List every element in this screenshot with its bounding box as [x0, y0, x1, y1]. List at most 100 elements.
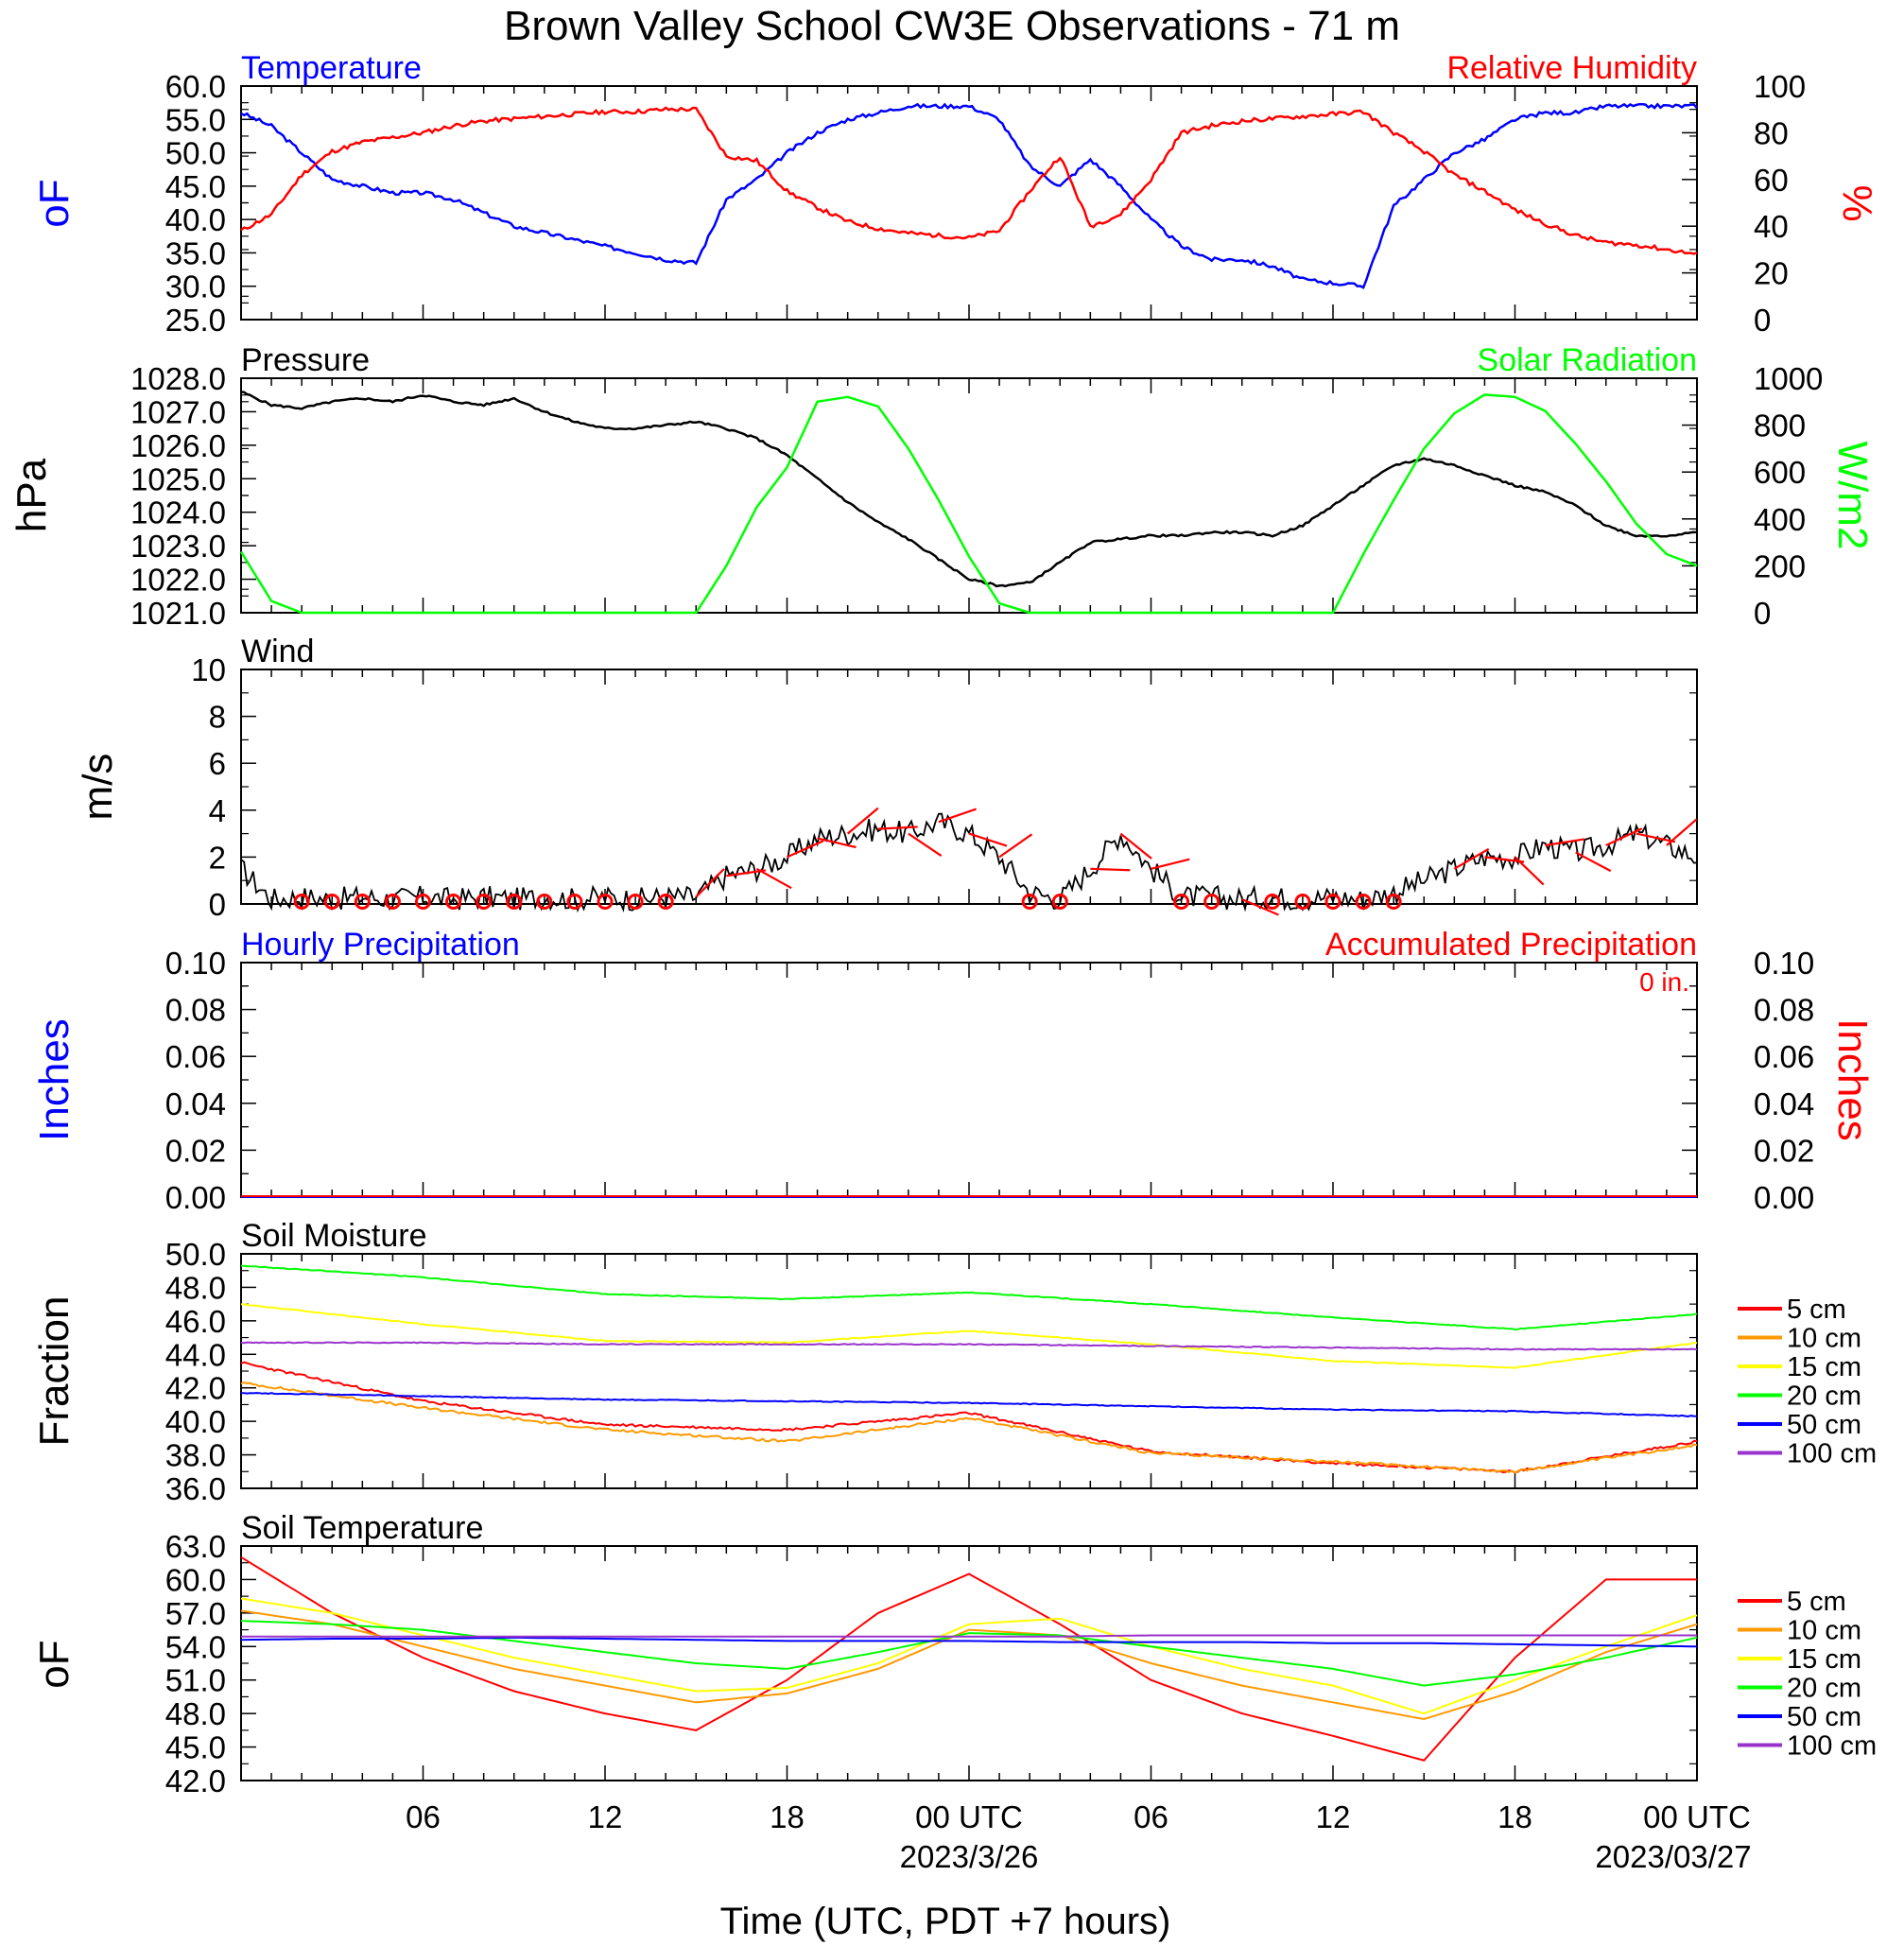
y-tick-label-5-2: 57.0	[165, 1596, 226, 1631]
soil-moisture-axis-label: Fraction	[31, 1296, 78, 1447]
y-tick-label-5-7: 42.0	[165, 1764, 226, 1798]
solar-axis-label: W/m2	[1829, 442, 1876, 550]
y-tick-label-5-0: 63.0	[165, 1529, 226, 1564]
y2-tick-label-0-2: 60	[1754, 163, 1789, 198]
y-tick-label-2-2: 6	[209, 746, 226, 781]
x-tick-label-5: 12	[1316, 1799, 1351, 1834]
soil-moisture-line-5	[240, 1341, 1698, 1351]
y2-tick-label-0-3: 40	[1754, 209, 1789, 244]
y-tick-label-1-5: 1023.0	[130, 529, 226, 564]
wind-barb	[1514, 856, 1545, 886]
calm-wind-circle	[1385, 894, 1402, 911]
legend-label-4-0: 5 cm	[1787, 1294, 1846, 1325]
calm-wind-circle	[384, 894, 401, 911]
y-tick-label-1-4: 1024.0	[130, 495, 226, 530]
chart-title: Brown Valley School CW3E Observations - …	[504, 3, 1400, 49]
calm-wind-circle	[1355, 894, 1372, 911]
x-axis-label: Time (UTC, PDT +7 hours)	[720, 1901, 1171, 1942]
y-tick-label-4-7: 36.0	[165, 1471, 226, 1506]
legend-label-5-2: 15 cm	[1787, 1644, 1861, 1675]
calm-wind-circle	[445, 894, 462, 911]
x-tick-label-3: 00 UTC	[915, 1799, 1023, 1834]
solar-radiation-title: Solar Radiation	[1478, 342, 1697, 378]
y2-tick-label-1-4: 200	[1754, 548, 1806, 583]
y2-tick-label-0-1: 80	[1754, 115, 1789, 150]
legend-label-5-5: 100 cm	[1787, 1731, 1877, 1762]
calm-wind-circle	[1264, 894, 1281, 911]
y-tick-label-0-5: 35.0	[165, 235, 226, 270]
y-tick-label-2-3: 4	[209, 793, 226, 828]
soil-moisture-line-2	[241, 1303, 1698, 1369]
y-tick-label-2-4: 2	[209, 840, 226, 875]
y-tick-label-3-4: 0.02	[165, 1133, 226, 1168]
y-tick-label-5-4: 51.0	[165, 1663, 226, 1698]
calm-wind-circle	[415, 894, 431, 911]
y-tick-label-1-6: 1022.0	[130, 563, 226, 598]
y2-tick-label-3-3: 0.04	[1754, 1086, 1814, 1121]
wind-barb	[998, 833, 1033, 859]
x-tick-label-4: 06	[1134, 1799, 1168, 1834]
wind-barb	[1484, 856, 1525, 863]
wind-barb	[1090, 867, 1131, 872]
y-tick-label-0-2: 50.0	[165, 136, 226, 171]
soil-moisture-line-1	[240, 1381, 1698, 1474]
wind-barb	[787, 840, 824, 859]
wind-axis-label: m/s	[75, 754, 121, 821]
x-tick-label-2: 18	[770, 1799, 805, 1834]
calm-wind-circle	[566, 894, 583, 911]
temperature-title: Temperature	[241, 50, 422, 86]
y2-tick-label-3-5: 0.00	[1754, 1180, 1814, 1215]
relative-humidity-title: Relative Humidity	[1446, 50, 1697, 86]
y2-tick-label-3-0: 0.10	[1754, 946, 1814, 981]
y-tick-label-0-7: 25.0	[165, 303, 226, 338]
y-tick-label-4-5: 40.0	[165, 1404, 226, 1439]
x-tick-label-7: 00 UTC	[1643, 1799, 1751, 1834]
calm-wind-circle	[293, 894, 310, 911]
y-tick-label-5-1: 60.0	[165, 1562, 226, 1597]
wind-barb	[1545, 838, 1585, 847]
calm-wind-circle	[1203, 894, 1220, 911]
calm-wind-circle	[657, 894, 674, 911]
y-tick-label-5-6: 45.0	[165, 1730, 226, 1765]
solar-radiation-line	[239, 393, 1698, 615]
y-tick-label-1-3: 1025.0	[130, 461, 226, 496]
soil-moisture-line-4	[240, 1392, 1698, 1418]
soil-temperature-title: Soil Temperature	[241, 1510, 483, 1546]
temperature-axis-label: oF	[31, 179, 78, 227]
y-tick-label-3-1: 0.08	[165, 993, 226, 1028]
wind-barb	[1119, 832, 1152, 860]
y-tick-label-3-0: 0.10	[165, 946, 226, 981]
x-tick-label-0: 06	[406, 1799, 441, 1834]
calm-wind-circle	[536, 894, 553, 911]
y-tick-label-0-0: 60.0	[165, 69, 226, 104]
wind-barb	[877, 825, 918, 830]
humidity-line	[240, 106, 1698, 255]
calm-wind-circle	[1294, 894, 1311, 911]
y2-tick-label-0-4: 20	[1754, 256, 1789, 291]
calm-wind-circle	[476, 894, 493, 911]
y2-tick-label-1-3: 400	[1754, 502, 1806, 537]
y-tick-label-0-6: 30.0	[165, 269, 226, 304]
y-tick-label-2-1: 8	[209, 700, 226, 735]
wind-barb	[817, 837, 857, 849]
wind-barb	[1241, 898, 1279, 916]
calm-wind-circle	[1324, 894, 1341, 911]
wind-barb	[1453, 847, 1490, 870]
wind-barb	[1151, 858, 1190, 870]
date-label-1: 2023/3/26	[900, 1839, 1039, 1874]
wind-barb	[1666, 818, 1698, 846]
y-tick-label-4-3: 44.0	[165, 1337, 226, 1372]
plot-frame-0	[240, 85, 1698, 321]
legend-label-5-4: 50 cm	[1787, 1702, 1861, 1732]
calm-wind-circle	[1173, 894, 1190, 911]
soil-moisture-title: Soil Moisture	[241, 1218, 427, 1254]
plot-frame-1	[240, 377, 1698, 614]
y-tick-label-4-6: 38.0	[165, 1438, 226, 1473]
y-tick-label-4-0: 50.0	[165, 1237, 226, 1272]
accumulated-total-label: 0 in.	[1639, 967, 1689, 997]
wind-barb	[1636, 832, 1676, 843]
y2-tick-label-3-2: 0.06	[1754, 1039, 1814, 1074]
wind-barb	[1575, 851, 1612, 873]
y2-tick-label-1-0: 1000	[1754, 361, 1823, 396]
